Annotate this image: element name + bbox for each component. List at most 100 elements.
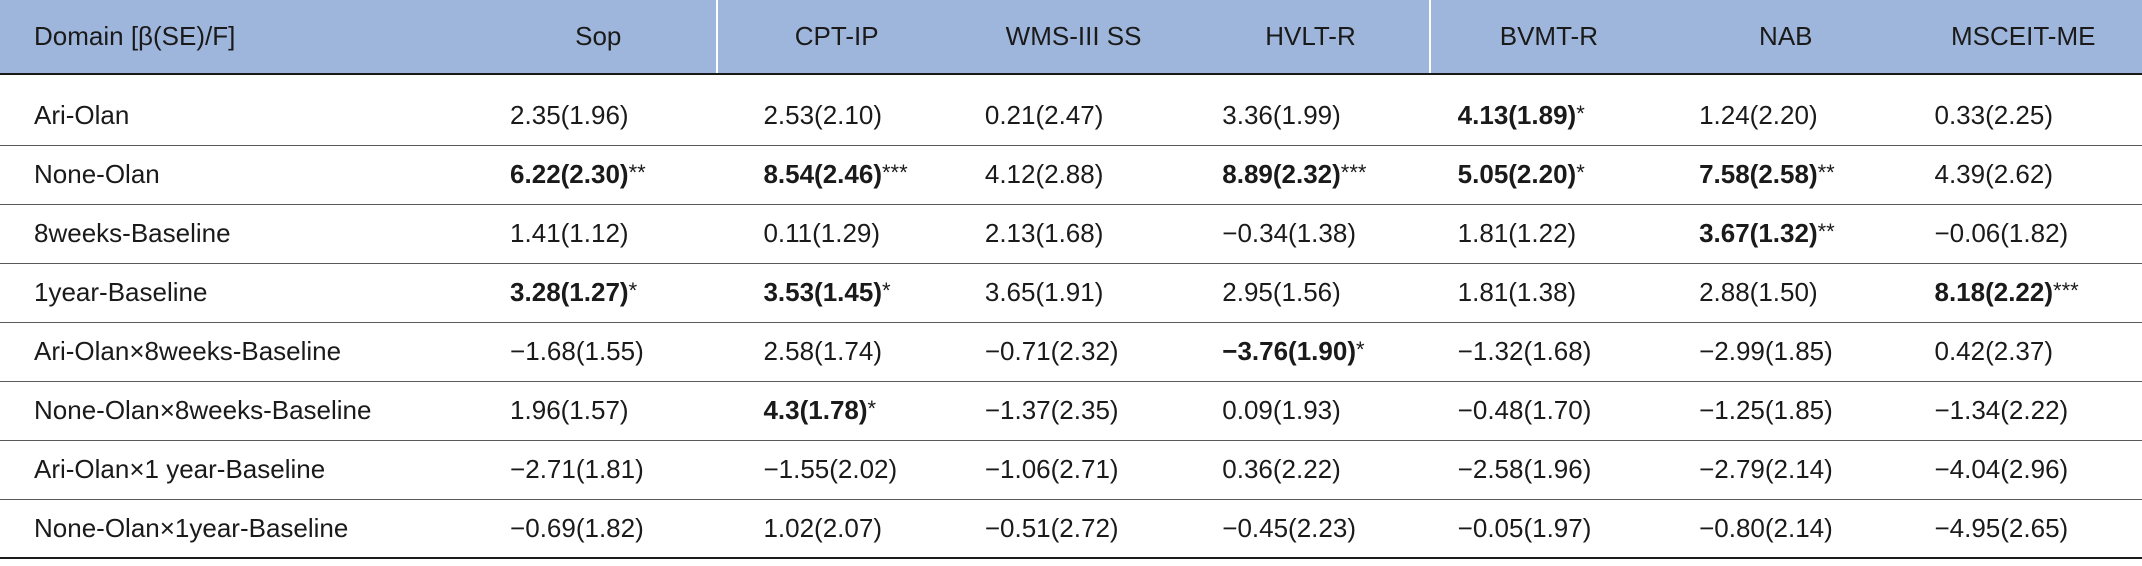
cell-value: 2.95(1.56): [1222, 277, 1341, 307]
table-cell: −1.55(2.02): [717, 440, 954, 499]
cell-value: 1.81(1.38): [1457, 277, 1577, 307]
cell-value: −0.05(1.97): [1457, 512, 1592, 543]
table-row: Ari-Olan 2.35(1.96) 2.53(2.10) 0.21(2.47) 3.…: [0, 86, 2142, 145]
table-row: 8weeks-Baseline 1.41(1.12) 0.11(1.29) 2.13(…: [0, 204, 2142, 263]
table-cell: 3.53(1.45)*: [717, 263, 954, 322]
table-cell: 1.24(2.20): [1667, 86, 1904, 145]
cell-value: 4.3(1.78): [763, 395, 868, 425]
significance-stars: *: [867, 396, 877, 421]
table-cell: 2.95(1.56): [1192, 263, 1429, 322]
significance-stars: ***: [1340, 160, 1367, 185]
table-cell: −0.69(1.82): [480, 499, 717, 558]
table-cell: 4.13(1.89)*: [1430, 86, 1667, 145]
cell-value: 0.11(1.29): [763, 218, 881, 248]
table-cell: −0.80(2.14): [1667, 499, 1904, 558]
cell-value: 2.35(1.96): [510, 99, 629, 130]
table-cell: 8.54(2.46)***: [717, 145, 954, 204]
significance-stars: *: [1355, 337, 1365, 362]
table-cell: −4.04(2.96): [1904, 440, 2142, 499]
significance-stars: **: [628, 160, 646, 185]
cell-value: 1.02(2.07): [763, 512, 882, 543]
header-domain: Domain [β(SE)/F]: [0, 0, 481, 75]
table-cell: 4.3(1.78)*: [717, 381, 954, 440]
row-label: None-Olan×1year-Baseline: [34, 512, 349, 543]
header-row: Domain [β(SE)/F] Sop CPT-IP WMS-III SS H…: [0, 0, 2142, 75]
table-cell: 4.39(2.62): [1904, 145, 2142, 204]
table-cell: 1.81(1.22): [1430, 204, 1667, 263]
cell-value: −2.79(2.14): [1699, 454, 1833, 484]
table-cell: −1.68(1.55): [480, 322, 717, 381]
header-bvmt-r: BVMT-R: [1428, 0, 1668, 75]
cell-value: −0.69(1.82): [510, 512, 644, 543]
cell-value: −2.99(1.85): [1699, 336, 1833, 366]
cell-value: 8.89(2.32): [1222, 159, 1341, 189]
table-row: None-Olan×1year-Baseline −0.69(1.82) 1.02(…: [0, 499, 2142, 558]
table-row: Ari-Olan×1 year-Baseline −2.71(1.81) −1.55…: [0, 440, 2142, 499]
header-cpt-ip: CPT-IP: [716, 0, 955, 75]
cell-value: 3.36(1.99): [1222, 99, 1341, 130]
significance-stars: *: [881, 278, 891, 303]
table-cell: −2.71(1.81): [480, 440, 717, 499]
table-cell: −2.99(1.85): [1667, 322, 1904, 381]
table-cell: −0.45(2.23): [1192, 499, 1429, 558]
cell-value: −0.34(1.38): [1222, 218, 1356, 248]
table-cell: 1.41(1.12): [480, 204, 717, 263]
cell-value: 0.36(2.22): [1222, 454, 1341, 484]
cell-value: 4.13(1.89): [1457, 99, 1577, 130]
table-cell: 7.58(2.58)**: [1667, 145, 1904, 204]
cell-value: −0.51(2.72): [984, 512, 1119, 543]
table-cell: −1.06(2.71): [955, 440, 1192, 499]
table-cell: −2.58(1.96): [1430, 440, 1667, 499]
table-row: None-Olan 6.22(2.30)** 8.54(2.46)*** 4.12(2…: [0, 145, 2142, 204]
cell-value: 0.42(2.37): [1934, 336, 2054, 366]
table-body: Ari-Olan 2.35(1.96) 2.53(2.10) 0.21(2.47) 3.…: [0, 74, 2142, 558]
table-cell: 1.81(1.38): [1430, 263, 1667, 322]
cell-value: 8.18(2.22): [1934, 277, 2054, 307]
table-cell: 3.36(1.99): [1192, 86, 1429, 145]
cell-value: −1.34(2.22): [1934, 395, 2069, 425]
significance-stars: ***: [881, 160, 908, 185]
header-msceit-me: MSCEIT-ME: [1904, 0, 2142, 75]
table-cell: 3.28(1.27)*: [480, 263, 717, 322]
cell-value: −0.80(2.14): [1699, 512, 1833, 543]
table-cell: −0.05(1.97): [1430, 499, 1667, 558]
cell-value: 0.21(2.47): [984, 99, 1104, 130]
significance-stars: *: [1576, 160, 1585, 185]
cell-value: 7.58(2.58): [1699, 159, 1818, 189]
spacer-row: [0, 74, 2142, 86]
row-label: Ari-Olan: [34, 99, 130, 130]
cell-value: −1.32(1.68): [1457, 336, 1592, 366]
cell-value: 1.81(1.22): [1457, 218, 1577, 248]
table-cell: −0.34(1.38): [1192, 204, 1429, 263]
cell-value: 0.09(1.93): [1222, 395, 1341, 425]
table-cell: 2.58(1.74): [717, 322, 954, 381]
table-cell: 8.89(2.32)***: [1192, 145, 1429, 204]
table-cell: −4.95(2.65): [1904, 499, 2142, 558]
significance-stars: *: [628, 278, 638, 303]
row-label: 8weeks-Baseline: [34, 218, 231, 248]
table-cell: 0.21(2.47): [955, 86, 1192, 145]
table-cell: 2.13(1.68): [955, 204, 1192, 263]
cell-value: −3.76(1.90): [1222, 336, 1356, 366]
table-cell: 5.05(2.20)*: [1430, 145, 1667, 204]
table-cell: 1.96(1.57): [480, 381, 717, 440]
cell-value: 1.24(2.20): [1699, 99, 1818, 130]
cell-value: 3.67(1.32): [1699, 218, 1818, 248]
cell-value: −1.06(2.71): [984, 454, 1119, 484]
header-sop: Sop: [480, 0, 718, 75]
table-cell: 3.67(1.32)**: [1667, 204, 1904, 263]
cell-value: −4.04(2.96): [1934, 454, 2069, 484]
row-label: Ari-Olan×1 year-Baseline: [34, 454, 326, 484]
table-cell: 0.36(2.22): [1192, 440, 1429, 499]
row-label: None-Olan: [34, 159, 160, 189]
row-label: 1year-Baseline: [34, 277, 208, 307]
cell-value: −0.45(2.23): [1222, 512, 1356, 543]
table-cell: −1.37(2.35): [955, 381, 1192, 440]
cell-value: 3.53(1.45): [763, 277, 882, 307]
header-wms-iii-ss: WMS-III SS: [954, 0, 1193, 75]
cell-value: −0.71(2.32): [984, 336, 1119, 366]
cell-value: 6.22(2.30): [510, 159, 629, 189]
header-hvlt-r: HVLT-R: [1192, 0, 1430, 75]
cell-value: −0.48(1.70): [1457, 395, 1592, 425]
